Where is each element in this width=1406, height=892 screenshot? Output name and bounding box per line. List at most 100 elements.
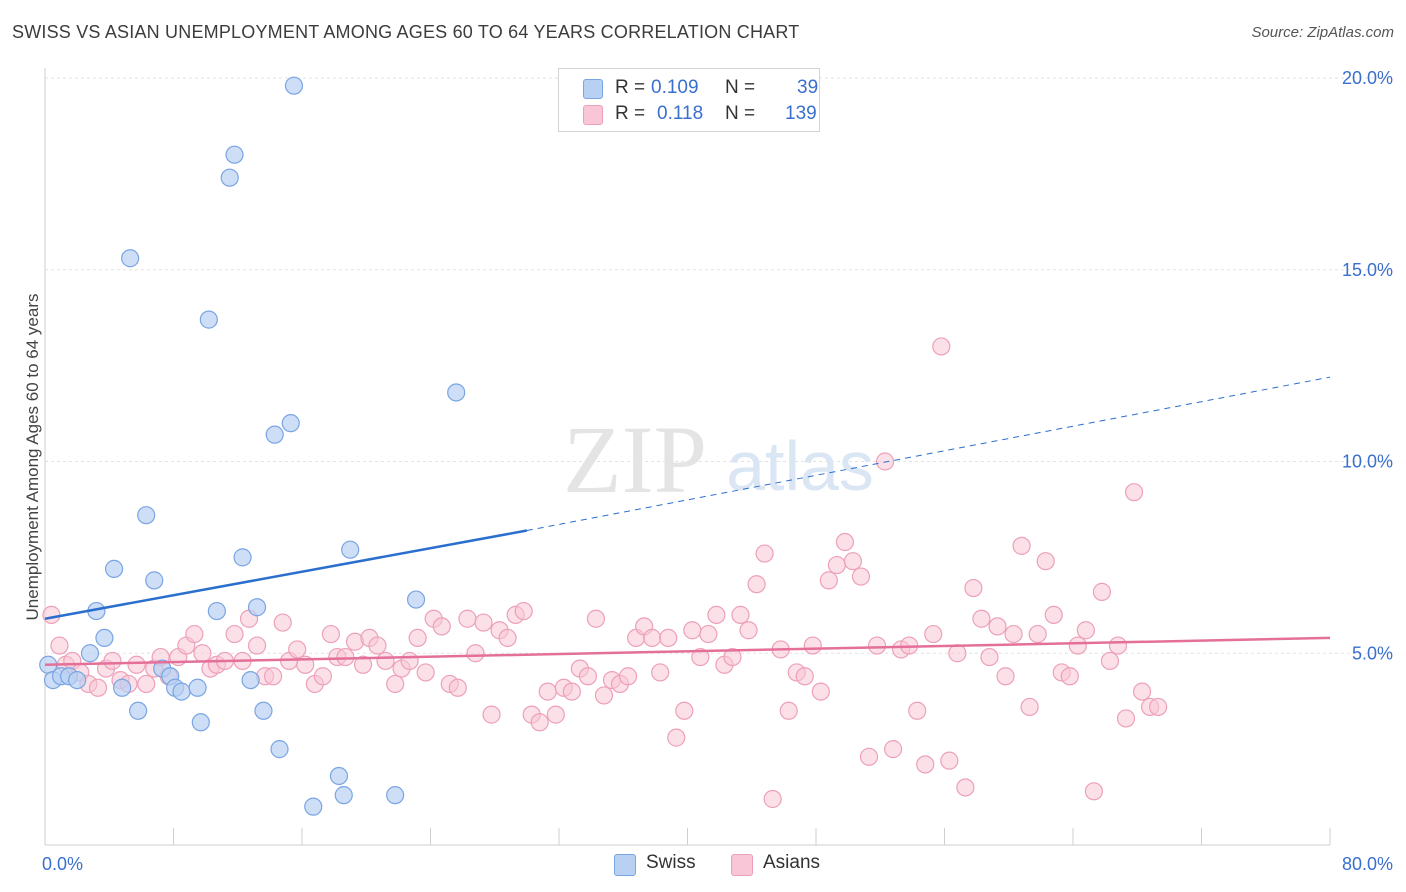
asians-points: [42, 337, 1168, 809]
swiss-point: [121, 249, 140, 268]
asians-point: [1108, 636, 1128, 655]
asians-point: [964, 578, 983, 598]
asians-point: [313, 667, 332, 686]
swiss-point: [329, 766, 349, 786]
swiss-point: [95, 628, 114, 648]
swiss-trend-line: [44, 529, 528, 620]
asians-point: [103, 651, 122, 671]
bottom-asians-swatch: [731, 854, 753, 876]
asians-point: [578, 667, 598, 686]
swiss-point: [284, 76, 304, 95]
asians-point: [835, 532, 855, 552]
asians-point: [988, 617, 1007, 636]
asians-point: [321, 624, 341, 644]
asians-point: [996, 667, 1015, 686]
asians-point: [1132, 682, 1152, 701]
asians-point: [594, 686, 614, 705]
asians-point: [755, 544, 774, 563]
asians-swatch: [583, 105, 603, 125]
swiss-point: [129, 701, 148, 720]
asians-n-value: 139: [785, 103, 817, 124]
asians-point: [683, 621, 702, 640]
asians-point: [416, 663, 435, 682]
asians-point: [193, 644, 212, 663]
asians-point: [1116, 709, 1136, 728]
asians-point: [288, 640, 307, 659]
asians-point: [466, 644, 485, 663]
asians-point: [546, 705, 565, 724]
asians-point: [707, 605, 726, 625]
asians-point: [980, 647, 999, 667]
asians-point: [1036, 552, 1055, 571]
bottom-asians-label: Asians: [763, 852, 821, 873]
swiss-point: [233, 548, 252, 567]
asians-trend-line: [44, 636, 1331, 667]
x-tick-label: 0.0%: [42, 854, 83, 874]
asians-point: [827, 555, 846, 575]
swiss-r-value: 0.109: [651, 77, 699, 98]
swiss-point: [254, 701, 273, 720]
asians-point: [819, 571, 838, 590]
asians-point: [458, 609, 477, 628]
swiss-point: [270, 740, 289, 759]
chart-source: Source: ZipAtlas.com: [1251, 24, 1394, 41]
asians-point: [859, 747, 879, 766]
asians-n-label: N =: [725, 103, 756, 124]
asians-point: [699, 624, 718, 644]
tick-labels: 5.0% 10.0% 15.0% 20.0% 0.0% 80.0% Unemployment…: [23, 68, 1393, 874]
y-tick-label: 5.0%: [1352, 643, 1393, 663]
swiss-point: [341, 540, 360, 559]
y-tick-label: 15.0%: [1342, 260, 1393, 280]
asians-point: [88, 678, 108, 697]
asians-point: [916, 755, 935, 774]
swiss-point: [207, 601, 226, 621]
asians-point: [883, 740, 903, 759]
asians-r-value: 0.118: [657, 103, 704, 124]
asians-point: [432, 617, 451, 636]
x-tick-label: 80.0%: [1342, 854, 1393, 874]
swiss-trend-extension: [526, 376, 1331, 532]
asians-point: [948, 644, 967, 663]
asians-point: [263, 667, 283, 686]
asians-point: [723, 647, 742, 667]
asians-point: [1149, 697, 1168, 717]
bottom-swiss-swatch: [614, 854, 636, 876]
asians-point: [675, 701, 694, 720]
asians-point: [1004, 624, 1023, 644]
swiss-point: [386, 786, 405, 805]
asians-point: [336, 647, 355, 667]
swiss-points: [39, 76, 466, 816]
asians-point: [514, 601, 533, 621]
asians-point: [651, 663, 670, 682]
asians-point: [659, 628, 678, 648]
asians-point: [667, 728, 686, 747]
asians-point: [448, 678, 467, 697]
asians-point: [368, 636, 387, 655]
asians-point: [940, 751, 959, 770]
asians-point: [474, 613, 493, 632]
asians-point: [400, 651, 419, 671]
swiss-point: [191, 713, 210, 732]
swiss-point: [104, 559, 124, 578]
swiss-point: [281, 414, 300, 433]
swiss-point: [304, 797, 323, 816]
swiss-n-value: 39: [797, 77, 819, 98]
grid-lines: [45, 77, 1392, 654]
swiss-point: [188, 678, 207, 697]
watermark-atlas: atlas: [726, 427, 874, 505]
asians-point: [811, 682, 830, 701]
asians-point: [739, 621, 758, 640]
asians-point: [247, 636, 267, 655]
asians-point: [843, 552, 863, 571]
swiss-point: [225, 145, 244, 164]
asians-point: [562, 682, 581, 701]
asians-point: [972, 609, 991, 628]
asians-point: [1020, 697, 1039, 717]
asians-point: [618, 667, 638, 686]
stats-legend: R = 0.109 N = 39 R = 0.118 N = 139: [558, 68, 820, 132]
asians-point: [691, 647, 710, 667]
swiss-n-label: N =: [725, 77, 756, 98]
asians-point: [137, 674, 156, 694]
trend-lines: [44, 376, 1331, 667]
